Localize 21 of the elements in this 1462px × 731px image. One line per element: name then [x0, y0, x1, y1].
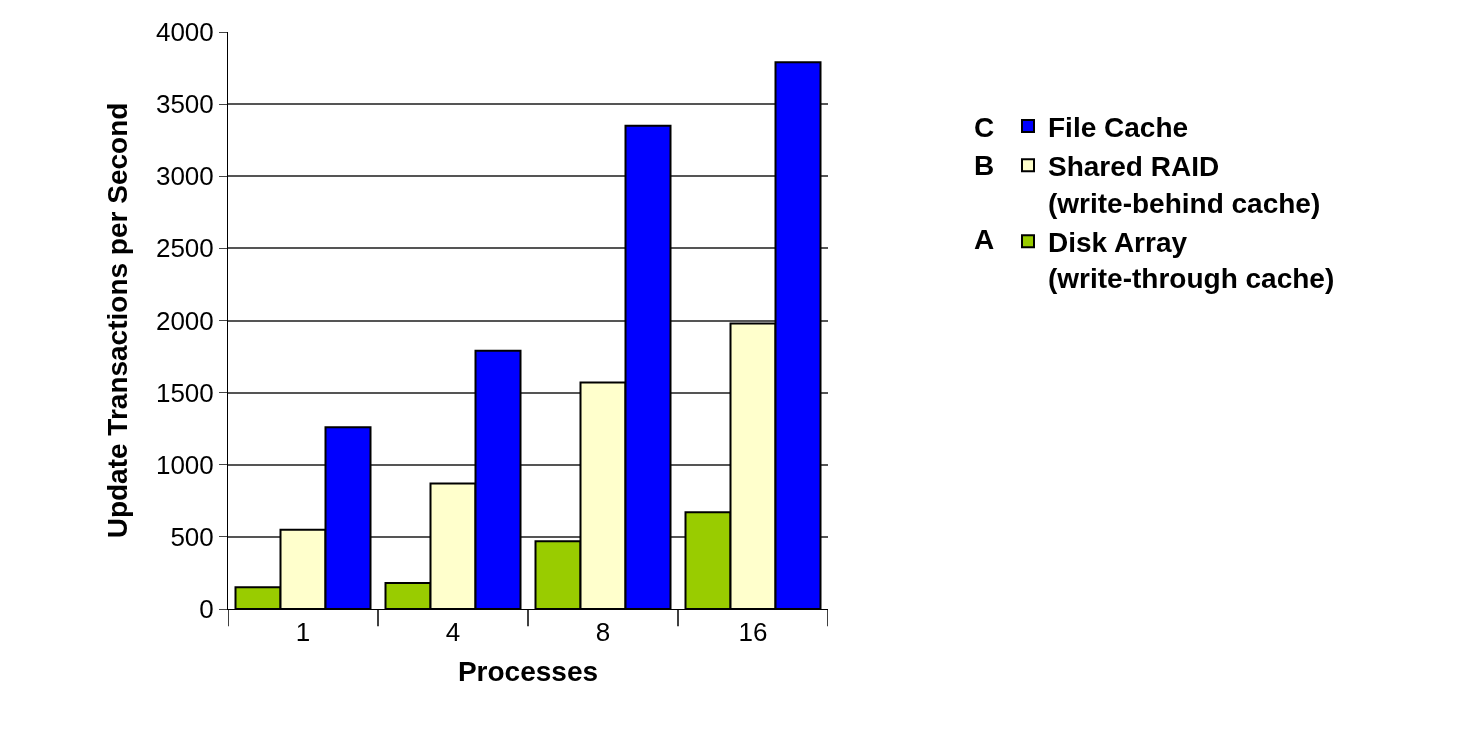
- legend-label: Shared RAID (write-behind cache): [1048, 151, 1321, 219]
- text: A: [974, 224, 995, 255]
- y-tick-label: 500: [170, 521, 214, 552]
- legend-label: Disk Array (write-through cache): [1048, 227, 1335, 295]
- y-tick-label: 0: [199, 594, 214, 625]
- y-tick-label: 3500: [155, 89, 214, 120]
- y-tick-label: 3000: [155, 161, 214, 192]
- legend-label: File Cache: [1048, 111, 1189, 143]
- text: B: [974, 150, 995, 181]
- x-tick-label: 16: [738, 617, 768, 648]
- x-axis-title: Processes: [457, 656, 599, 688]
- y-axis-title: Update Transactions per Second: [101, 102, 133, 539]
- y-tick-label: 2000: [155, 305, 214, 336]
- y-tick-label: 1000: [155, 449, 214, 480]
- y-tick-label: 1500: [155, 377, 214, 408]
- x-tick-label: 1: [295, 617, 311, 648]
- y-tick-label: 2500: [155, 233, 214, 264]
- x-tick-label: 8: [595, 617, 611, 648]
- x-tick-label: 4: [445, 617, 461, 648]
- text: C: [974, 112, 995, 143]
- y-tick-label: 4000: [155, 17, 214, 48]
